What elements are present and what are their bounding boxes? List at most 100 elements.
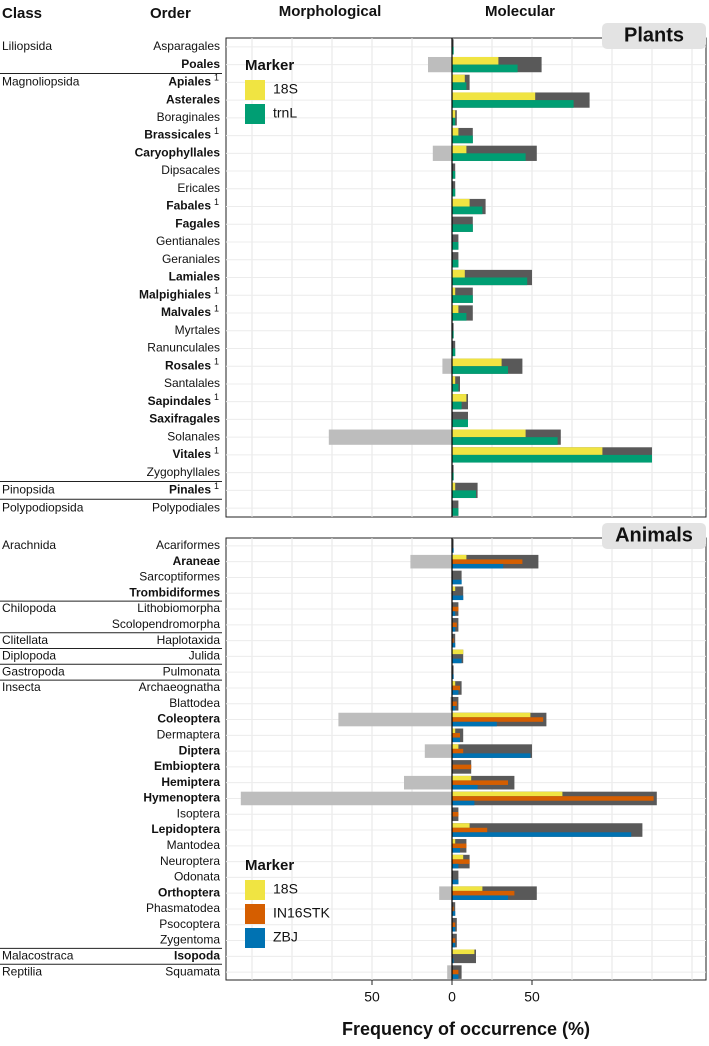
marker-bar	[452, 383, 459, 392]
class-label: Chilopoda	[2, 601, 56, 615]
class-label: Reptilia	[2, 964, 42, 978]
order-label: Phasmatodea	[146, 901, 220, 915]
marker-bar	[452, 863, 459, 869]
marker-bar	[452, 563, 504, 569]
marker-bar	[452, 938, 456, 943]
marker-bar	[452, 358, 502, 367]
order-label: Geraniales	[162, 252, 220, 266]
marker-bar	[452, 728, 456, 734]
panel-title-box	[602, 523, 706, 549]
panel-title: Animals	[615, 524, 693, 546]
morphological-bar	[424, 744, 452, 758]
marker-bar	[452, 832, 632, 837]
x-axis-title: Frequency of occurrence (%)	[342, 1019, 590, 1039]
marker-bar	[452, 748, 464, 754]
legend-swatch	[245, 904, 265, 924]
legend-label: IN16STK	[273, 905, 330, 921]
marker-bar	[452, 287, 456, 296]
morphological-header: Morphological	[279, 3, 382, 20]
footnote-mark: 1	[214, 126, 219, 136]
order-label: Dipsacales	[161, 163, 220, 177]
marker-bar	[452, 690, 459, 695]
footnote-mark: 1	[214, 286, 219, 296]
order-label: Neuroptera	[160, 854, 220, 868]
marker-bar	[452, 649, 464, 655]
marker-bar	[452, 153, 526, 161]
order-label: Trombidiformes	[129, 585, 220, 599]
footnote-mark: 1	[214, 392, 219, 402]
molecular-total-bar	[452, 665, 454, 679]
order-label: Poales	[181, 57, 220, 71]
legend-swatch	[245, 104, 265, 124]
order-label: Malpighiales	[139, 287, 211, 301]
marker-bar	[452, 942, 456, 948]
morphological-bar	[410, 554, 452, 569]
marker-bar	[452, 330, 454, 339]
footnote-mark: 1	[214, 303, 219, 313]
footnote-mark: 1	[214, 357, 219, 367]
marker-bar	[452, 56, 499, 65]
marker-bar	[452, 906, 454, 912]
marker-bar	[452, 839, 456, 844]
marker-bar	[452, 46, 454, 55]
molecular-total-bar	[452, 870, 459, 885]
order-label: Lithobiomorpha	[137, 601, 220, 615]
marker-bar	[452, 733, 460, 738]
marker-bar	[452, 827, 488, 833]
marker-bar	[452, 922, 456, 928]
class-label: Gastropoda	[2, 664, 65, 678]
class-label: Magnoliopsida	[2, 75, 80, 89]
marker-bar	[452, 927, 456, 932]
order-label: Archaeognatha	[139, 680, 221, 694]
marker-bar	[452, 895, 508, 900]
marker-bar	[452, 548, 454, 553]
marker-bar	[452, 74, 465, 83]
marker-bar	[452, 348, 456, 357]
marker-bar	[452, 823, 470, 828]
order-label: Solanales	[167, 429, 220, 443]
order-label: Santalales	[164, 376, 220, 390]
morphological-bar	[447, 965, 452, 979]
marker-bar	[452, 606, 459, 612]
marker-bar	[452, 685, 460, 691]
footnote-mark: 1	[214, 197, 219, 207]
marker-bar	[452, 366, 508, 374]
marker-bar	[452, 145, 467, 154]
order-label: Ranunculales	[147, 341, 220, 355]
marker-bar	[452, 127, 459, 136]
marker-bar	[452, 638, 454, 643]
marker-bar	[452, 674, 454, 679]
order-label: Zygophyllales	[147, 465, 220, 479]
marker-bar	[452, 269, 465, 278]
legend-label: ZBJ	[273, 929, 298, 945]
marker-bar	[452, 171, 456, 179]
x-tick-label: 50	[524, 989, 540, 1005]
marker-bar	[452, 658, 462, 664]
order-label: Pinales	[169, 483, 211, 497]
order-label: Julida	[189, 649, 221, 663]
order-label: Acariformes	[156, 538, 220, 552]
marker-bar	[452, 482, 456, 491]
marker-bar	[452, 843, 467, 849]
marker-bar	[452, 188, 456, 197]
marker-bar	[452, 775, 472, 781]
marker-bar	[452, 780, 508, 785]
marker-bar	[452, 394, 467, 402]
marker-bar	[452, 886, 483, 891]
order-label: Lepidoptera	[151, 822, 220, 836]
panel	[225, 537, 707, 981]
footnote-mark: 1	[214, 73, 219, 83]
legend-title: Marker	[245, 57, 294, 74]
marker-bar	[452, 579, 462, 585]
marker-bar	[452, 277, 528, 286]
order-label: Fabales	[166, 199, 211, 213]
order-label: Diptera	[179, 743, 221, 757]
marker-bar	[452, 764, 472, 770]
order-label: Embioptera	[154, 759, 220, 773]
marker-bar	[452, 791, 563, 797]
marker-bar	[452, 135, 473, 144]
marker-bar	[452, 737, 460, 743]
marker-bar	[452, 969, 459, 975]
marker-bar	[452, 800, 475, 806]
class-label: Malacostraca	[2, 948, 74, 962]
